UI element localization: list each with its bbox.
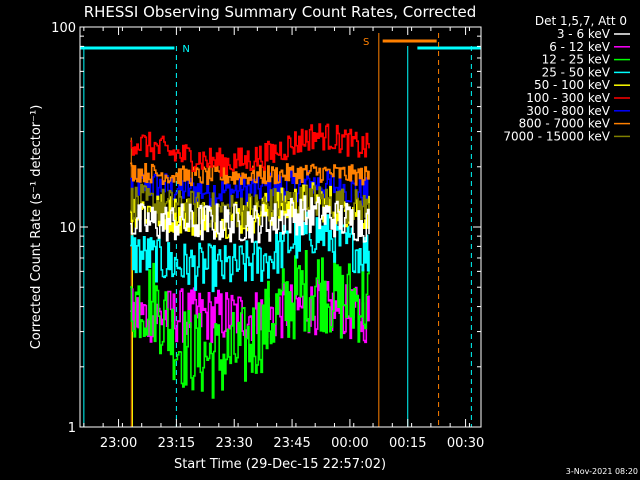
date-stamp: 3-Nov-2021 08:20 bbox=[566, 467, 638, 476]
series-line bbox=[130, 183, 370, 229]
y-tick-label: 1 bbox=[68, 421, 76, 436]
annotation-label: N bbox=[182, 44, 189, 55]
series-800-7000kev bbox=[130, 162, 370, 187]
legend-entry-label: 300 - 800 keV bbox=[526, 104, 610, 118]
series-line bbox=[130, 123, 370, 177]
y-axis: 1 10 100 bbox=[51, 21, 481, 436]
legend-entry-label: 3 - 6 keV bbox=[557, 27, 611, 41]
series-group bbox=[130, 123, 370, 399]
x-axis: 23:00 23:15 23:30 23:45 00:00 00:15 00:30 bbox=[83, 27, 484, 451]
annotation-label: S bbox=[363, 37, 369, 48]
x-tick-label: 00:00 bbox=[331, 436, 368, 451]
y-tick-label: 10 bbox=[59, 221, 76, 236]
legend-header: Det 1,5,7, Att 0 bbox=[535, 14, 627, 28]
series-line bbox=[130, 162, 370, 187]
series-6-12kev bbox=[130, 279, 370, 344]
series-12-25kev bbox=[130, 250, 370, 399]
series-line bbox=[130, 279, 370, 344]
series-25-50kev bbox=[130, 211, 370, 293]
x-tick-label: 23:00 bbox=[100, 436, 137, 451]
series-line bbox=[130, 195, 370, 244]
series-line bbox=[130, 211, 370, 293]
series-3-6kev bbox=[130, 195, 370, 244]
series-100-300kev bbox=[130, 123, 370, 177]
legend-entry-label: 25 - 50 keV bbox=[542, 65, 611, 79]
x-tick-label: 23:30 bbox=[215, 436, 252, 451]
legend-entry-label: 800 - 7000 keV bbox=[519, 117, 611, 131]
x-tick-label: 00:15 bbox=[389, 436, 426, 451]
x-tick-label: 23:15 bbox=[158, 436, 195, 451]
legend-entry-label: 6 - 12 keV bbox=[549, 40, 611, 54]
x-tick-label: 00:30 bbox=[447, 436, 484, 451]
y-axis-label: Corrected Count Rate (s⁻¹ detector⁻¹) bbox=[29, 105, 44, 350]
series-line bbox=[130, 250, 370, 399]
legend-entry-label: 12 - 25 keV bbox=[542, 53, 611, 67]
y-tick-label: 100 bbox=[51, 21, 76, 36]
legend-entry-label: 100 - 300 keV bbox=[526, 91, 610, 105]
series-7000-15000kev bbox=[130, 183, 370, 229]
x-tick-label: 23:45 bbox=[273, 436, 310, 451]
chart-title: RHESSI Observing Summary Count Rates, Co… bbox=[84, 3, 477, 21]
legend-entry-label: 50 - 100 keV bbox=[534, 78, 611, 92]
x-axis-label: Start Time (29-Dec-15 22:57:02) bbox=[174, 457, 386, 472]
legend-entry-label: 7000 - 15000 keV bbox=[503, 129, 610, 143]
